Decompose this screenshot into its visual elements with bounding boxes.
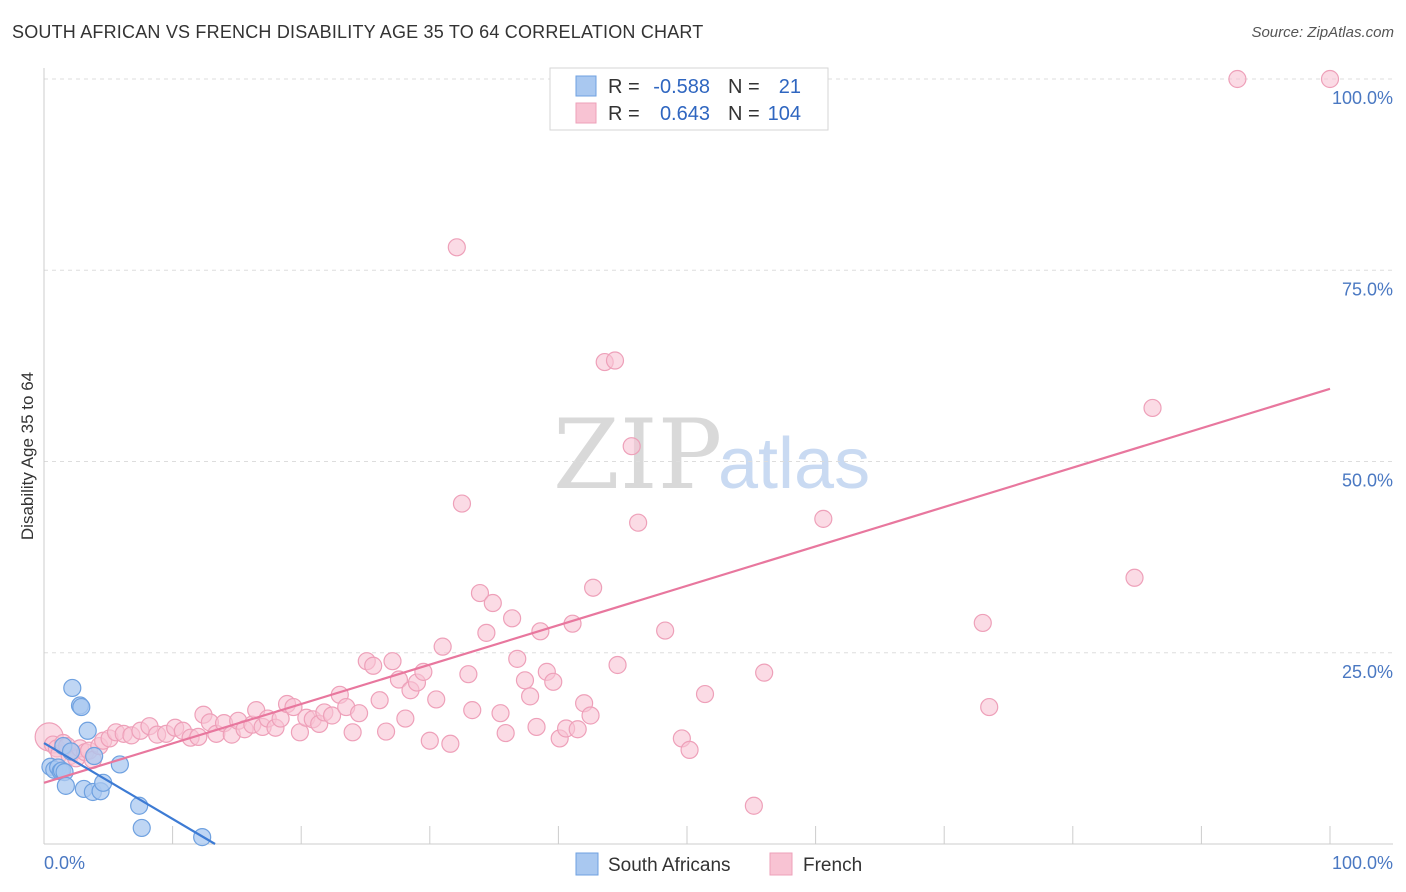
legend-n-label-1: N = (728, 76, 760, 98)
french-point-74 (496, 723, 515, 743)
south-africans-trend-line (43, 742, 216, 845)
legend-bottom-south-africans: South Africans (608, 855, 731, 876)
south-africans-point-11 (72, 697, 91, 717)
south-africans-point-7 (56, 776, 75, 795)
chart-source: Source: ZipAtlas.com (1251, 24, 1394, 41)
french-point-101 (814, 509, 833, 528)
legend-bottom-swatch-pink (769, 852, 793, 876)
french-point-107 (1320, 69, 1340, 89)
correlation-legend: R = -0.588 N = 21 R = 0.643 N = 104 (549, 67, 829, 131)
french-point-73 (491, 704, 510, 723)
french-point-89 (584, 578, 603, 597)
legend-r-value-2: 0.643 (660, 103, 710, 125)
french-point-55 (376, 722, 396, 741)
south-africans-point-8 (61, 742, 81, 761)
french-point-64 (433, 637, 452, 656)
south-africans-point-15 (85, 746, 104, 766)
french-point-105 (1143, 398, 1162, 418)
french-point-51 (349, 704, 369, 723)
french-point-53 (364, 656, 383, 675)
french-point-82 (544, 672, 563, 691)
legend-r-value-1: -0.588 (653, 76, 710, 98)
french-point-76 (508, 649, 527, 668)
french-point-75 (503, 609, 522, 628)
y-tick-label-3: 100.0% (1332, 88, 1393, 108)
french-point-88 (581, 706, 600, 725)
french-point-72 (483, 593, 502, 613)
french-point-78 (521, 687, 540, 706)
y-tick-label-2: 75.0% (1342, 279, 1393, 299)
french-point-93 (622, 437, 641, 456)
french-point-54 (370, 691, 389, 710)
french-point-67 (452, 494, 472, 513)
legend-bottom-swatch-blue (575, 852, 599, 876)
legend-r-label-1: R = (608, 76, 640, 98)
french-point-47 (322, 706, 342, 725)
y-axis-tick-labels: 25.0% 50.0% 75.0% 100.0% (1332, 88, 1393, 682)
french-point-63 (427, 690, 446, 709)
french-point-100 (755, 663, 774, 682)
y-tick-label-1: 50.0% (1342, 471, 1393, 491)
french-point-26 (189, 727, 208, 747)
legend-n-value-1: 21 (779, 76, 801, 98)
french-point-66 (447, 238, 466, 257)
french-point-98 (695, 684, 715, 704)
south-africans-point-13 (78, 721, 97, 740)
french-point-94 (629, 513, 648, 532)
french-point-71 (477, 623, 496, 642)
french-point-79 (527, 717, 546, 737)
french-point-68 (459, 665, 478, 684)
french-point-65 (441, 734, 460, 753)
watermark-zip: ZIP (553, 399, 722, 511)
french-point-95 (656, 621, 675, 640)
watermark-atlas: atlas (718, 424, 870, 504)
legend-swatch-pink (575, 102, 597, 124)
french-point-104 (1125, 568, 1144, 587)
french-point-102 (973, 613, 992, 633)
legend-n-label-2: N = (728, 103, 760, 125)
french-point-69 (463, 701, 482, 720)
south-africans-points (41, 678, 212, 847)
french-trend-line (43, 387, 1331, 784)
french-point-106 (1228, 69, 1247, 89)
french-point-97 (680, 740, 699, 760)
french-point-92 (608, 655, 627, 675)
chart-title: SOUTH AFRICAN VS FRENCH DISABILITY AGE 3… (12, 22, 704, 42)
french-point-86 (568, 720, 587, 739)
french-point-77 (515, 671, 535, 690)
french-point-58 (396, 709, 415, 728)
x-tick-label-max: 100.0% (1332, 853, 1393, 873)
south-africans-point-9 (63, 678, 82, 698)
south-africans-point-20 (132, 818, 151, 838)
french-point-70 (470, 583, 490, 603)
french-point-103 (980, 697, 999, 717)
gridlines (44, 78, 1393, 654)
legend-n-value-2: 104 (768, 103, 801, 125)
y-tick-label-0: 25.0% (1342, 662, 1393, 682)
series-legend: South Africans French (575, 852, 862, 876)
x-axis-ticks (43, 826, 1331, 844)
x-tick-label-min: 0.0% (44, 853, 85, 873)
french-point-62 (420, 731, 439, 750)
french-point-56 (383, 652, 402, 671)
legend-bottom-french: French (803, 855, 862, 876)
y-axis-label: Disability Age 35 to 64 (18, 372, 37, 540)
legend-r-label-2: R = (608, 103, 640, 125)
french-point-91 (605, 351, 625, 370)
french-point-99 (744, 796, 763, 815)
legend-swatch-blue (575, 75, 597, 97)
french-point-50 (343, 723, 362, 742)
